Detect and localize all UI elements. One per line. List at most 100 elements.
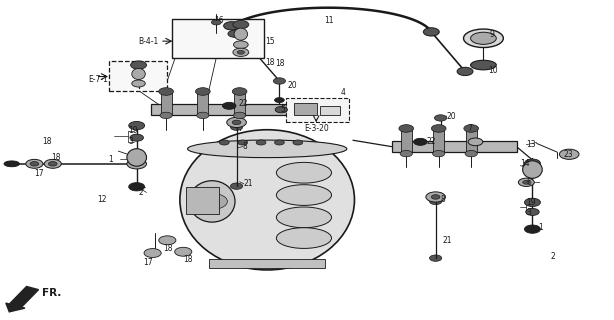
Text: 9: 9: [489, 30, 494, 39]
Circle shape: [159, 88, 173, 95]
Circle shape: [399, 124, 414, 132]
Circle shape: [524, 198, 540, 206]
Text: 23: 23: [563, 150, 573, 159]
Circle shape: [129, 183, 145, 191]
Circle shape: [238, 140, 247, 145]
Text: 20: 20: [287, 81, 297, 90]
Text: 12: 12: [98, 195, 107, 204]
Text: 15: 15: [265, 37, 275, 46]
Text: 17: 17: [34, 169, 44, 178]
Circle shape: [559, 149, 579, 159]
Text: 18: 18: [52, 153, 61, 162]
FancyBboxPatch shape: [109, 60, 168, 91]
Circle shape: [237, 50, 244, 54]
Text: 18: 18: [42, 137, 52, 146]
Circle shape: [222, 102, 236, 109]
Ellipse shape: [523, 161, 542, 178]
Bar: [321, 106, 340, 116]
Ellipse shape: [180, 130, 354, 270]
Circle shape: [430, 255, 442, 261]
Bar: [185, 187, 219, 214]
FancyBboxPatch shape: [172, 19, 263, 58]
Circle shape: [464, 124, 478, 132]
Text: FR.: FR.: [42, 288, 62, 298]
Circle shape: [132, 80, 146, 87]
Ellipse shape: [127, 149, 147, 166]
Circle shape: [232, 88, 247, 95]
Circle shape: [435, 115, 446, 121]
Circle shape: [468, 138, 483, 146]
Text: 18: 18: [183, 255, 193, 264]
Circle shape: [423, 28, 439, 36]
Circle shape: [430, 198, 442, 204]
Circle shape: [432, 195, 440, 199]
Circle shape: [457, 67, 473, 76]
FancyBboxPatch shape: [286, 98, 349, 122]
Bar: [392, 141, 516, 152]
Circle shape: [174, 247, 192, 256]
Circle shape: [432, 124, 446, 132]
Ellipse shape: [4, 161, 20, 167]
Circle shape: [30, 162, 39, 166]
Circle shape: [414, 138, 427, 145]
Bar: [151, 104, 286, 116]
Text: 18: 18: [265, 58, 275, 67]
Circle shape: [518, 178, 534, 187]
Text: 2: 2: [139, 188, 143, 197]
Ellipse shape: [470, 32, 496, 44]
Circle shape: [523, 180, 530, 184]
Circle shape: [230, 183, 243, 189]
Circle shape: [211, 20, 221, 25]
Text: 22: 22: [238, 99, 248, 108]
Circle shape: [232, 120, 241, 124]
Circle shape: [233, 41, 248, 49]
Circle shape: [526, 208, 539, 215]
Circle shape: [196, 112, 209, 119]
Ellipse shape: [276, 162, 332, 183]
Circle shape: [149, 251, 157, 255]
Circle shape: [293, 140, 303, 145]
Circle shape: [144, 249, 161, 258]
Circle shape: [219, 140, 229, 145]
Bar: [234, 92, 245, 116]
Bar: [465, 128, 476, 152]
Ellipse shape: [187, 140, 347, 158]
Ellipse shape: [276, 207, 332, 228]
Text: 19: 19: [128, 126, 138, 135]
Circle shape: [227, 117, 246, 127]
Text: 18: 18: [275, 59, 285, 68]
Ellipse shape: [470, 60, 496, 70]
Bar: [209, 259, 325, 268]
Circle shape: [233, 20, 249, 29]
Text: 2: 2: [551, 252, 556, 261]
Circle shape: [233, 48, 249, 56]
Text: 1: 1: [108, 155, 112, 164]
Ellipse shape: [464, 29, 503, 48]
Text: 16: 16: [214, 16, 223, 25]
Circle shape: [44, 159, 61, 168]
Ellipse shape: [234, 28, 247, 40]
Circle shape: [159, 236, 176, 245]
Circle shape: [233, 112, 246, 119]
Circle shape: [129, 122, 145, 130]
Circle shape: [163, 238, 171, 243]
Circle shape: [196, 194, 227, 209]
Circle shape: [49, 162, 57, 166]
Text: 3: 3: [526, 208, 531, 217]
Circle shape: [228, 30, 241, 37]
Circle shape: [223, 22, 239, 30]
Circle shape: [524, 225, 540, 233]
Text: 5: 5: [281, 105, 286, 114]
Text: 3: 3: [128, 137, 133, 146]
Circle shape: [524, 159, 540, 167]
Circle shape: [274, 98, 284, 103]
Ellipse shape: [189, 181, 235, 222]
Circle shape: [273, 78, 286, 84]
Circle shape: [127, 159, 147, 169]
Text: 13: 13: [526, 140, 536, 149]
Ellipse shape: [276, 185, 332, 205]
Circle shape: [131, 61, 147, 69]
Bar: [433, 128, 444, 152]
FancyArrow shape: [6, 286, 39, 312]
Circle shape: [400, 150, 413, 157]
